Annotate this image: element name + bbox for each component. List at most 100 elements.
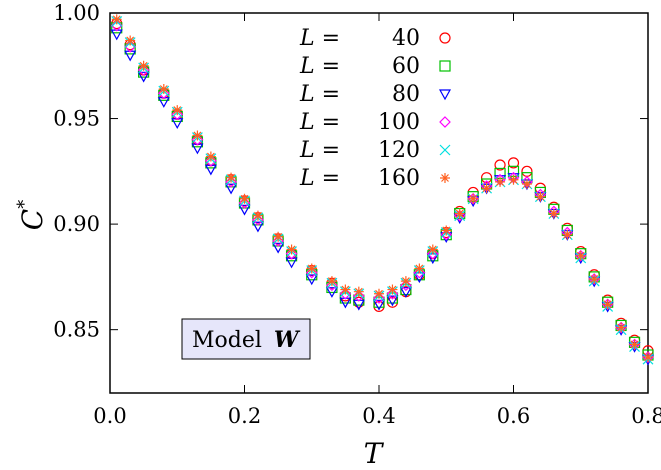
data-point — [286, 244, 297, 255]
legend-equals: = — [315, 26, 347, 51]
x-tick-label: 0.0 — [93, 404, 126, 428]
data-point — [226, 172, 237, 183]
y-tick-label: 0.90 — [53, 212, 100, 236]
y-axis-title-main: C — [16, 209, 49, 230]
data-point — [138, 60, 149, 71]
legend-prefix: L — [299, 166, 315, 191]
y-axis-title-group: C* — [14, 200, 49, 230]
legend-value: 160 — [378, 166, 420, 191]
data-points — [110, 14, 655, 366]
data-point — [374, 288, 384, 299]
data-point — [400, 276, 411, 287]
data-point — [252, 210, 263, 221]
data-point — [494, 159, 506, 171]
data-point — [575, 250, 586, 261]
data-point — [399, 287, 412, 298]
legend-prefix: L — [299, 138, 315, 163]
annotation-italic: W — [274, 327, 301, 353]
legend-marker — [440, 173, 450, 183]
data-point — [158, 84, 169, 94]
data-point — [239, 193, 250, 204]
data-point — [306, 263, 317, 274]
data-point — [562, 229, 573, 240]
legend-value: 80 — [392, 82, 420, 107]
legend-entry-label: L = 120 — [299, 138, 420, 163]
data-point — [507, 157, 520, 169]
legend-prefix: L — [299, 26, 315, 51]
data-point — [535, 191, 546, 202]
legend-entry-label: L = 160 — [299, 166, 420, 191]
data-point — [454, 208, 465, 219]
legend-value: 60 — [392, 54, 420, 79]
data-point — [273, 231, 284, 242]
legend-marker — [439, 116, 451, 128]
y-tick-label: 1.00 — [53, 1, 100, 25]
legend-prefix: L — [299, 54, 315, 79]
data-point — [414, 263, 425, 274]
data-point — [616, 322, 627, 333]
series-80 — [110, 29, 655, 366]
legend-prefix: L — [299, 110, 315, 135]
annotation-label: Model W — [192, 327, 301, 353]
legend-entry-label: L = 100 — [299, 110, 420, 135]
data-point — [192, 130, 203, 141]
data-point — [548, 208, 559, 219]
legend-equals: = — [315, 54, 347, 79]
data-point — [272, 242, 285, 254]
y-tick-label: 0.95 — [53, 107, 100, 131]
data-point — [353, 286, 364, 297]
x-tick-label: 0.6 — [497, 404, 530, 428]
data-point — [225, 183, 238, 195]
legend-equals: = — [315, 82, 347, 107]
annotation-text: Model — [192, 328, 262, 353]
legend-prefix: L — [299, 82, 315, 107]
y-tick-label: 0.85 — [53, 318, 100, 342]
legend-equals: = — [315, 138, 347, 163]
data-point — [205, 151, 216, 162]
data-point — [111, 14, 122, 25]
data-point — [427, 244, 438, 255]
data-point — [521, 165, 533, 177]
data-point — [137, 71, 150, 83]
model-annotation: Model W — [181, 318, 311, 360]
y-axis-title: C* — [14, 200, 49, 230]
legend-entry-label: L = 40 — [299, 26, 420, 51]
y-axis-title-superscript: * — [14, 200, 35, 209]
data-point — [589, 274, 600, 284]
legend-entry-label: L = 80 — [299, 82, 420, 107]
x-axis-title: T — [364, 437, 385, 470]
annotation-box — [181, 318, 311, 360]
data-point — [325, 287, 338, 298]
data-point — [481, 183, 492, 194]
legend-marker — [439, 32, 451, 44]
data-point — [386, 295, 399, 307]
series-160 — [111, 14, 653, 363]
data-point — [481, 172, 493, 184]
legend-equals: = — [315, 110, 347, 135]
data-point — [629, 339, 640, 350]
data-point — [441, 225, 452, 236]
data-point — [125, 35, 136, 46]
ticks: 0.0 0.2 0.4 0.6 0.8 0.85 0.90 0.95 1.00 — [53, 1, 661, 428]
data-point — [326, 276, 337, 287]
legend-marker — [438, 89, 452, 101]
data-point — [508, 174, 519, 185]
data-point — [172, 105, 183, 116]
data-point — [305, 274, 318, 286]
legend-value: 40 — [392, 26, 420, 51]
data-point — [251, 221, 264, 233]
legend-equals: = — [315, 166, 347, 191]
data-point — [643, 352, 653, 363]
data-point — [521, 179, 532, 189]
data-point — [387, 284, 398, 295]
data-point — [468, 193, 479, 204]
legend-marker — [439, 60, 451, 72]
legend-value: 100 — [378, 110, 420, 135]
legend-value: 120 — [378, 138, 420, 163]
data-point — [495, 176, 506, 187]
data-point — [238, 204, 251, 216]
x-tick-label: 0.8 — [631, 404, 661, 428]
legend-entry-label: L = 60 — [299, 54, 420, 79]
